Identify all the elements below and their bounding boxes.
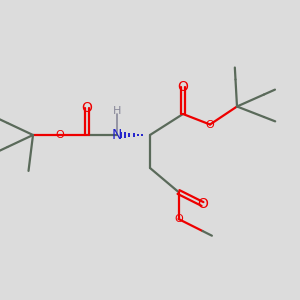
Text: H: H bbox=[113, 106, 121, 116]
Text: O: O bbox=[178, 80, 188, 94]
Text: O: O bbox=[206, 119, 214, 130]
Text: N: N bbox=[112, 128, 122, 142]
Text: O: O bbox=[82, 101, 92, 115]
Text: O: O bbox=[174, 214, 183, 224]
Text: O: O bbox=[56, 130, 64, 140]
Text: O: O bbox=[197, 197, 208, 211]
